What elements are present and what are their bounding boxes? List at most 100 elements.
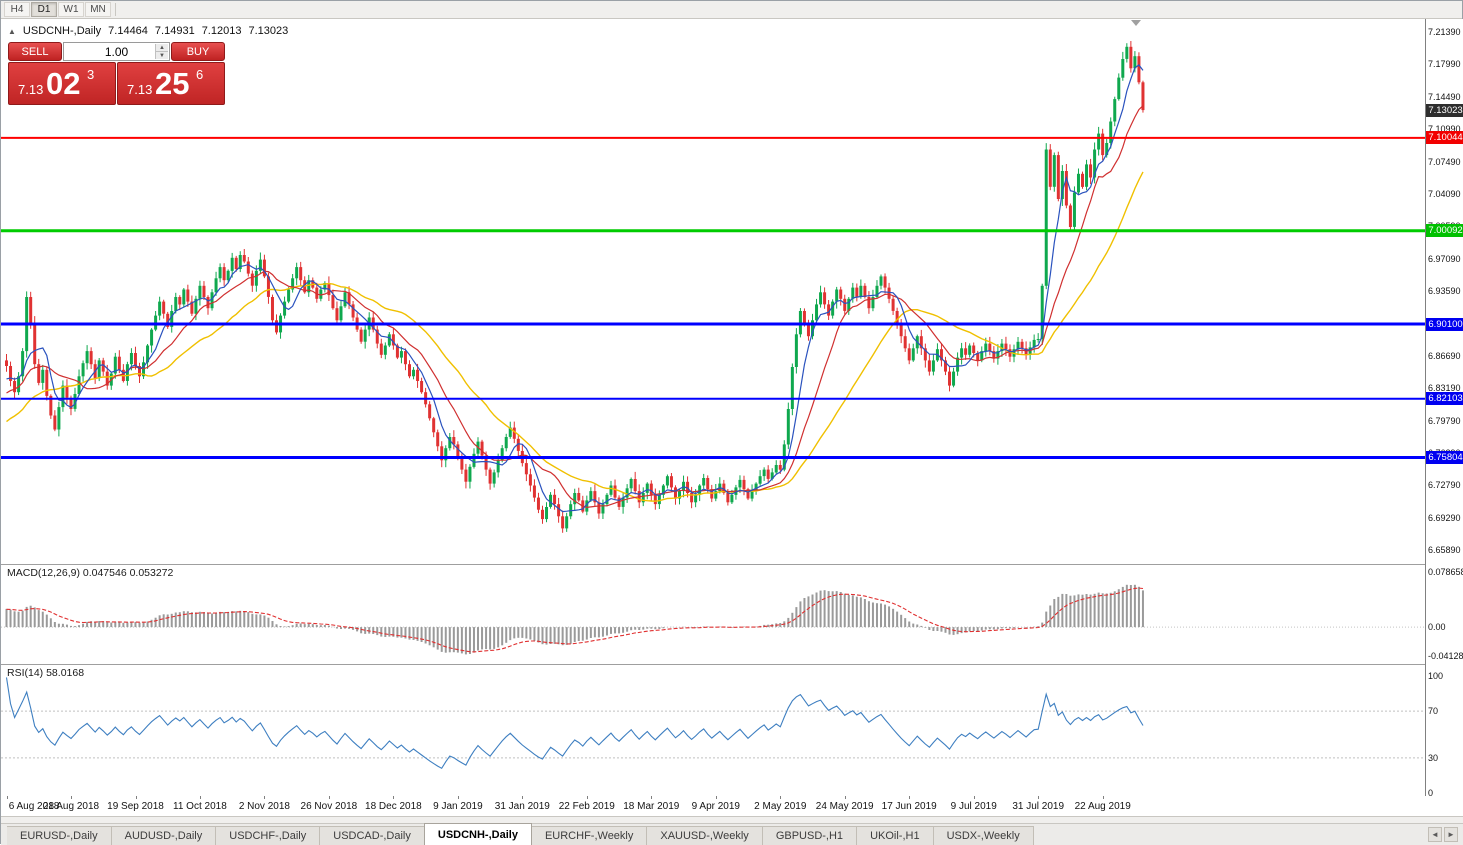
chart-shift-marker[interactable]: [1131, 20, 1141, 26]
price-badge: 7.00092: [1426, 224, 1463, 237]
timeframe-button-d1[interactable]: D1: [31, 2, 57, 17]
tab-scroll-left-button[interactable]: ◄: [1428, 827, 1442, 842]
rsi-axis-label: 70: [1428, 706, 1438, 716]
time-axis-label: 24 May 2019: [816, 801, 874, 812]
rsi-axis-label: 100: [1428, 671, 1443, 681]
chart-symbol-label: USDCNH-,Daily: [23, 25, 101, 37]
price-axis-label: 7.21390: [1428, 27, 1461, 37]
price-badge: 6.75804: [1426, 451, 1463, 464]
macd-chart: [1, 564, 1425, 664]
rsi-title: RSI(14) 58.0168: [7, 667, 84, 679]
buy-button[interactable]: BUY: [171, 42, 225, 61]
macd-title: MACD(12,26,9) 0.047546 0.053272: [7, 567, 173, 579]
time-axis-tick: [458, 796, 459, 799]
sell-price-major: 7.13: [18, 82, 43, 97]
price-axis-label: 6.69290: [1428, 513, 1461, 523]
price-axis-label: 7.07490: [1428, 157, 1461, 167]
chart-tab-audusd-daily[interactable]: AUDUSD-,Daily: [111, 826, 217, 845]
time-axis-label: 2 Nov 2018: [239, 801, 290, 812]
sell-button[interactable]: SELL: [8, 42, 62, 61]
time-axis-label: 17 Jun 2019: [882, 801, 937, 812]
sell-price-point: 3: [87, 67, 94, 82]
volume-value[interactable]: 1.00: [105, 45, 128, 59]
time-axis-tick: [587, 796, 588, 799]
price-axis-label: 6.65890: [1428, 545, 1461, 555]
price-axis-label: 7.14490: [1428, 92, 1461, 102]
chart-tab-usdx-weekly[interactable]: USDX-,Weekly: [933, 826, 1034, 845]
panel-separator[interactable]: [1, 564, 1463, 565]
buy-price-display[interactable]: 7.13 25 6: [117, 62, 225, 105]
bar-high-value: 7.14931: [155, 25, 195, 37]
tab-scroll-buttons: ◄ ►: [1428, 827, 1458, 842]
rsi-axis-label: 30: [1428, 753, 1438, 763]
volume-input[interactable]: 1.00 ▲▼: [63, 42, 170, 61]
one-click-collapse-icon[interactable]: ▲: [8, 27, 16, 36]
bar-close-value: 7.13023: [248, 25, 288, 37]
chart-tab-usdcad-daily[interactable]: USDCAD-,Daily: [319, 826, 425, 845]
timeframe-button-w1[interactable]: W1: [58, 2, 84, 17]
time-axis-tick: [716, 796, 717, 799]
time-axis-tick: [7, 796, 8, 799]
chart-tab-xauusd-weekly[interactable]: XAUUSD-,Weekly: [646, 826, 762, 845]
price-axis-label: 6.72790: [1428, 480, 1461, 490]
price-badge: 6.82103: [1426, 392, 1463, 405]
macd-axis-label: -0.041287: [1428, 651, 1463, 661]
chart-tab-eurusd-daily[interactable]: EURUSD-,Daily: [7, 826, 112, 845]
time-axis-tick: [845, 796, 846, 799]
volume-decrease-button[interactable]: ▼: [156, 52, 168, 59]
timeframe-button-mn[interactable]: MN: [85, 2, 111, 17]
time-axis-tick: [522, 796, 523, 799]
sell-price-pips: 02: [46, 66, 80, 102]
time-axis-label: 18 Dec 2018: [365, 801, 422, 812]
price-axis-label: 6.93590: [1428, 286, 1461, 296]
tab-scroll-right-button[interactable]: ►: [1444, 827, 1458, 842]
time-axis-tick: [909, 796, 910, 799]
rsi-indicator-panel[interactable]: RSI(14) 58.0168: [1, 664, 1425, 796]
time-axis-label: 22 Aug 2019: [1075, 801, 1131, 812]
price-axis-label: 6.79790: [1428, 416, 1461, 426]
toolbar-separator: [115, 3, 116, 16]
bar-open-value: 7.14464: [108, 25, 148, 37]
price-axis-label: 7.17990: [1428, 59, 1461, 69]
price-badge: 7.13023: [1426, 104, 1463, 117]
time-axis-label: 31 Jan 2019: [495, 801, 550, 812]
price-axis-label: 6.97090: [1428, 254, 1461, 264]
chart-tab-ukoil-h1[interactable]: UKOil-,H1: [856, 826, 934, 845]
chart-scroll-strip: [1, 816, 1463, 823]
time-axis-tick: [1103, 796, 1104, 799]
price-badge: 7.10044: [1426, 131, 1463, 144]
time-axis-label: 9 Jan 2019: [433, 801, 483, 812]
time-axis-label: 9 Apr 2019: [692, 801, 740, 812]
price-chart-panel[interactable]: ▲ USDCNH-,Daily 7.14464 7.14931 7.12013 …: [1, 19, 1425, 564]
buy-price-pips: 25: [155, 66, 189, 102]
chart-tab-usdchf-daily[interactable]: USDCHF-,Daily: [215, 826, 320, 845]
time-axis-label: 2 May 2019: [754, 801, 806, 812]
time-axis-tick: [136, 796, 137, 799]
timeframe-button-h4[interactable]: H4: [4, 2, 30, 17]
time-axis-tick: [974, 796, 975, 799]
time-axis-tick: [651, 796, 652, 799]
macd-indicator-panel[interactable]: MACD(12,26,9) 0.047546 0.053272: [1, 564, 1425, 664]
chart-tab-eurchf-weekly[interactable]: EURCHF-,Weekly: [531, 826, 647, 845]
time-axis-tick: [200, 796, 201, 799]
volume-increase-button[interactable]: ▲: [156, 44, 168, 52]
time-axis-tick: [71, 796, 72, 799]
bar-low-value: 7.12013: [202, 25, 242, 37]
chart-tab-usdcnh-daily[interactable]: USDCNH-,Daily: [424, 823, 532, 845]
time-axis-tick: [780, 796, 781, 799]
time-axis-label: 22 Feb 2019: [559, 801, 615, 812]
volume-spinner: ▲▼: [155, 44, 168, 59]
macd-axis-label: 0.00: [1428, 622, 1446, 632]
sell-price-display[interactable]: 7.13 02 3: [8, 62, 116, 105]
panel-separator[interactable]: [1, 664, 1463, 665]
one-click-trading-panel: SELL 1.00 ▲▼ BUY 7.13 02 3 7.13 25 6: [8, 42, 225, 105]
price-axis-label: 6.86690: [1428, 351, 1461, 361]
chart-tab-gbpusd-h1[interactable]: GBPUSD-,H1: [762, 826, 857, 845]
